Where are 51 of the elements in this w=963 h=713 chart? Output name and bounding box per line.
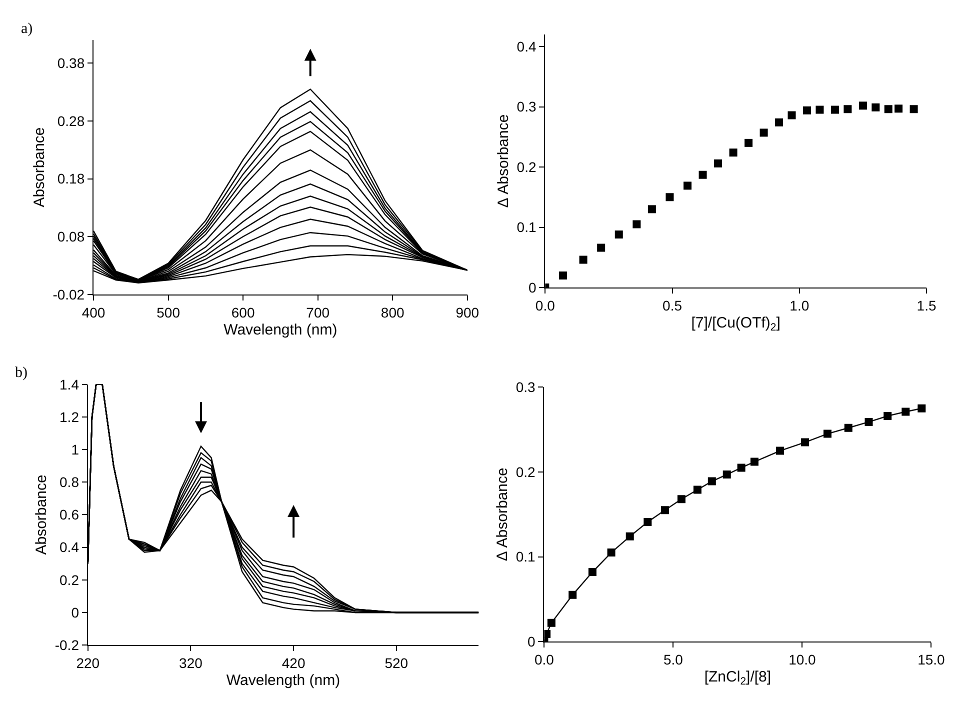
y-tick-label: -0.02: [52, 286, 85, 302]
y-tick-label: 0: [528, 279, 536, 296]
y-tick-label: 0.1: [516, 219, 536, 236]
x-tick-label: 0.0: [535, 297, 556, 314]
x-tick-label: 15.0: [918, 651, 946, 668]
y-axis-title: Absorbance: [33, 474, 50, 555]
y-tick-label: 0.2: [516, 464, 536, 480]
y-tick-label: 0.1: [516, 548, 536, 565]
x-tick-label: 5.0: [663, 651, 684, 668]
x-tick-label: 0.5: [662, 297, 682, 314]
x-tick-label: 800: [380, 304, 404, 320]
x-tick-label: 0.0: [534, 651, 554, 668]
y-tick-label: 0: [71, 604, 80, 620]
y-axis-title: Δ Absorbance: [495, 114, 512, 208]
text: b): [15, 365, 28, 381]
text: a): [21, 21, 33, 37]
x-axis-title: Wavelength (nm): [224, 321, 338, 338]
y-tick-label: 1.2: [60, 408, 80, 425]
y-tick-label: 1: [71, 441, 80, 458]
x-tick-label: 400: [82, 304, 106, 320]
y-tick-label: 0: [528, 633, 536, 650]
y-tick-label: 0.08: [57, 228, 85, 245]
x-tick-label: 1.5: [916, 297, 936, 314]
y-tick-label: 1.4: [60, 376, 80, 392]
y-tick-label: -0.2: [54, 636, 80, 653]
x-tick-label: 220: [76, 654, 100, 671]
y-tick-label: 0.6: [60, 506, 80, 523]
x-tick-label: 600: [231, 304, 255, 320]
x-axis-title: [7]/[Cu(OTf)$_{2}$]: [691, 314, 780, 334]
y-tick-label: 0.3: [516, 379, 536, 396]
x-tick-label: 10.0: [788, 651, 816, 668]
y-tick-label: 0.4: [60, 539, 80, 556]
x-tick-label: 500: [156, 304, 180, 320]
y-axis-title: Absorbance: [30, 127, 48, 208]
y-tick-label: 0.4: [516, 38, 536, 54]
x-tick-label: 1.0: [790, 297, 810, 314]
x-tick-label: 420: [282, 654, 306, 671]
x-tick-label: 900: [456, 304, 480, 320]
y-tick-label: 0.18: [57, 170, 85, 187]
x-tick-label: 320: [179, 654, 203, 671]
y-tick-label: 0.8: [60, 474, 80, 490]
x-tick-label: 520: [384, 654, 408, 671]
y-tick-label: 0.2: [60, 572, 80, 588]
y-axis-title: Δ Absorbance: [494, 468, 512, 562]
y-tick-label: 0.38: [57, 55, 85, 72]
y-tick-label: 0.3: [516, 98, 536, 115]
x-axis-title: Wavelength (nm): [226, 672, 340, 689]
x-tick-label: 700: [306, 304, 330, 320]
y-tick-label: 0.28: [57, 112, 85, 129]
y-tick-label: 0.2: [516, 158, 536, 175]
x-axis-title: [ZnCl$_{2}$]/[8]: [704, 668, 772, 688]
